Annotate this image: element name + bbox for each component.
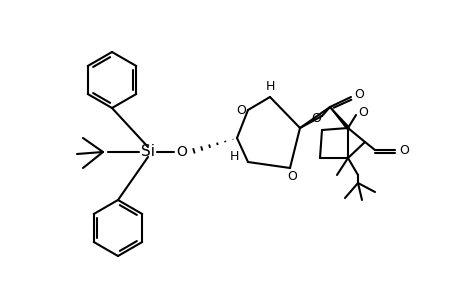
Text: O: O xyxy=(176,145,187,159)
Text: H: H xyxy=(229,149,238,163)
Text: O: O xyxy=(398,143,408,157)
Text: O: O xyxy=(310,112,320,124)
Text: H: H xyxy=(265,80,274,92)
Text: Si: Si xyxy=(141,145,155,160)
Polygon shape xyxy=(329,107,348,129)
Text: O: O xyxy=(235,103,246,116)
Text: O: O xyxy=(353,88,363,100)
Text: O: O xyxy=(357,106,367,119)
Text: O: O xyxy=(286,169,297,182)
